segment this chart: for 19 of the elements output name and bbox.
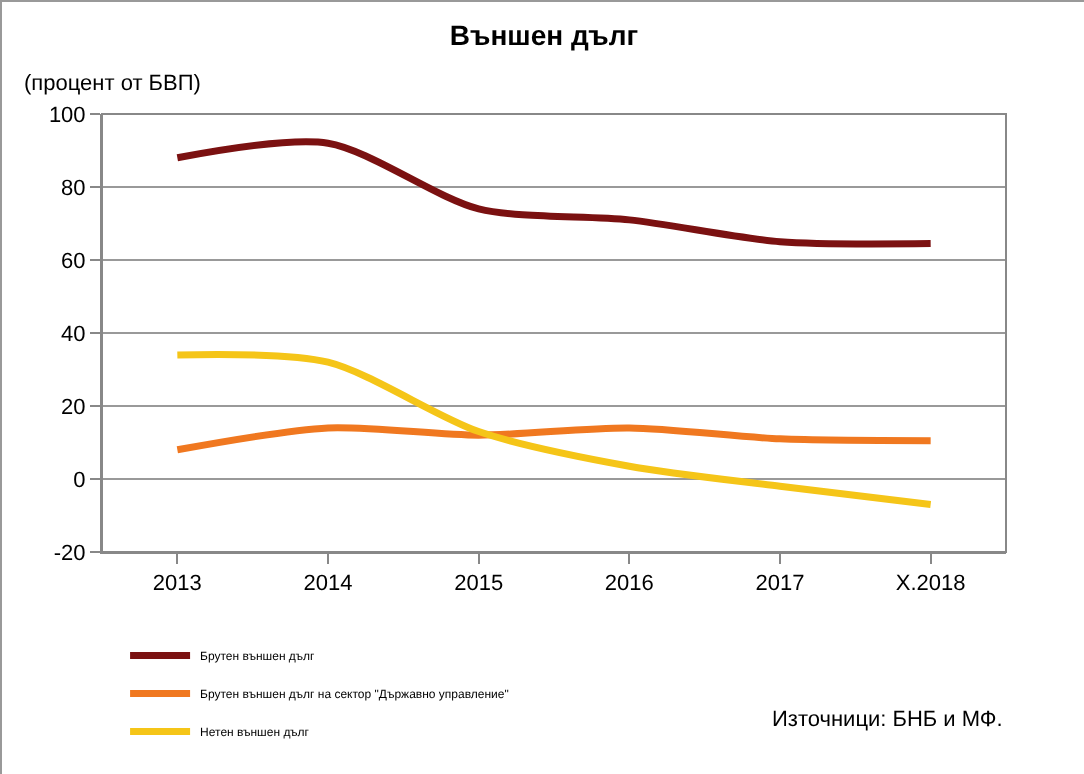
chart-title: Външен дълг xyxy=(449,18,639,51)
x-tick-label: 2016 xyxy=(604,572,654,597)
y-tick-label: 20 xyxy=(61,395,86,420)
x-tick-label: X.2018 xyxy=(895,572,966,597)
x-tick-label: 2015 xyxy=(454,572,504,597)
x-tick-label: 2017 xyxy=(755,572,805,597)
x-tick-label: 2014 xyxy=(303,572,353,597)
y-tick-label: 40 xyxy=(61,322,86,347)
y-tick-label: -20 xyxy=(53,541,86,566)
line-series xyxy=(173,138,935,248)
x-tick-label: 2013 xyxy=(152,572,202,597)
y-tick-label: 100 xyxy=(48,103,86,128)
line-series xyxy=(173,424,935,454)
y-tick-label: 0 xyxy=(73,468,86,493)
line-series xyxy=(173,350,935,509)
y-axis-title: (процент от БВП) xyxy=(24,72,201,96)
text: Източници: БНБ и МФ. xyxy=(772,708,1003,732)
y-tick-label: 80 xyxy=(61,176,86,201)
y-tick-label: 60 xyxy=(61,249,86,274)
